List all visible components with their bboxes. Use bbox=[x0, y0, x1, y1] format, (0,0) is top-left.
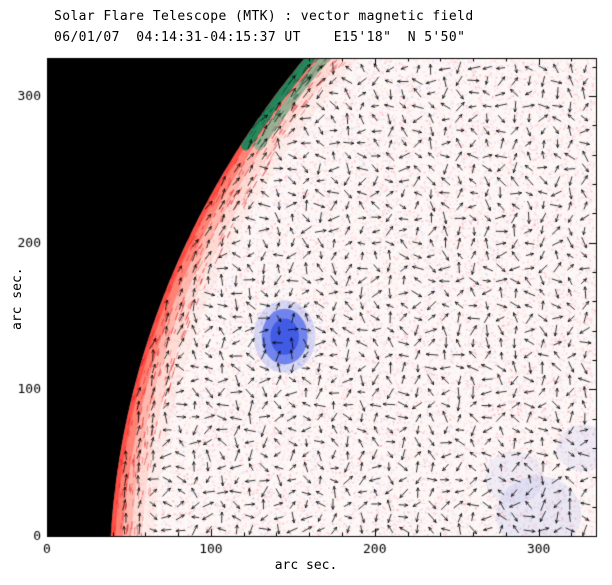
y-axis-label: arc sec. bbox=[10, 267, 25, 330]
x-axis-label: arc sec. bbox=[274, 558, 338, 573]
plot-title: Solar Flare Telescope (MTK) : vector mag… bbox=[54, 9, 474, 24]
plot-subtitle: 06/01/07 04:14:31-04:15:37 UT E15'18" N … bbox=[54, 30, 466, 45]
